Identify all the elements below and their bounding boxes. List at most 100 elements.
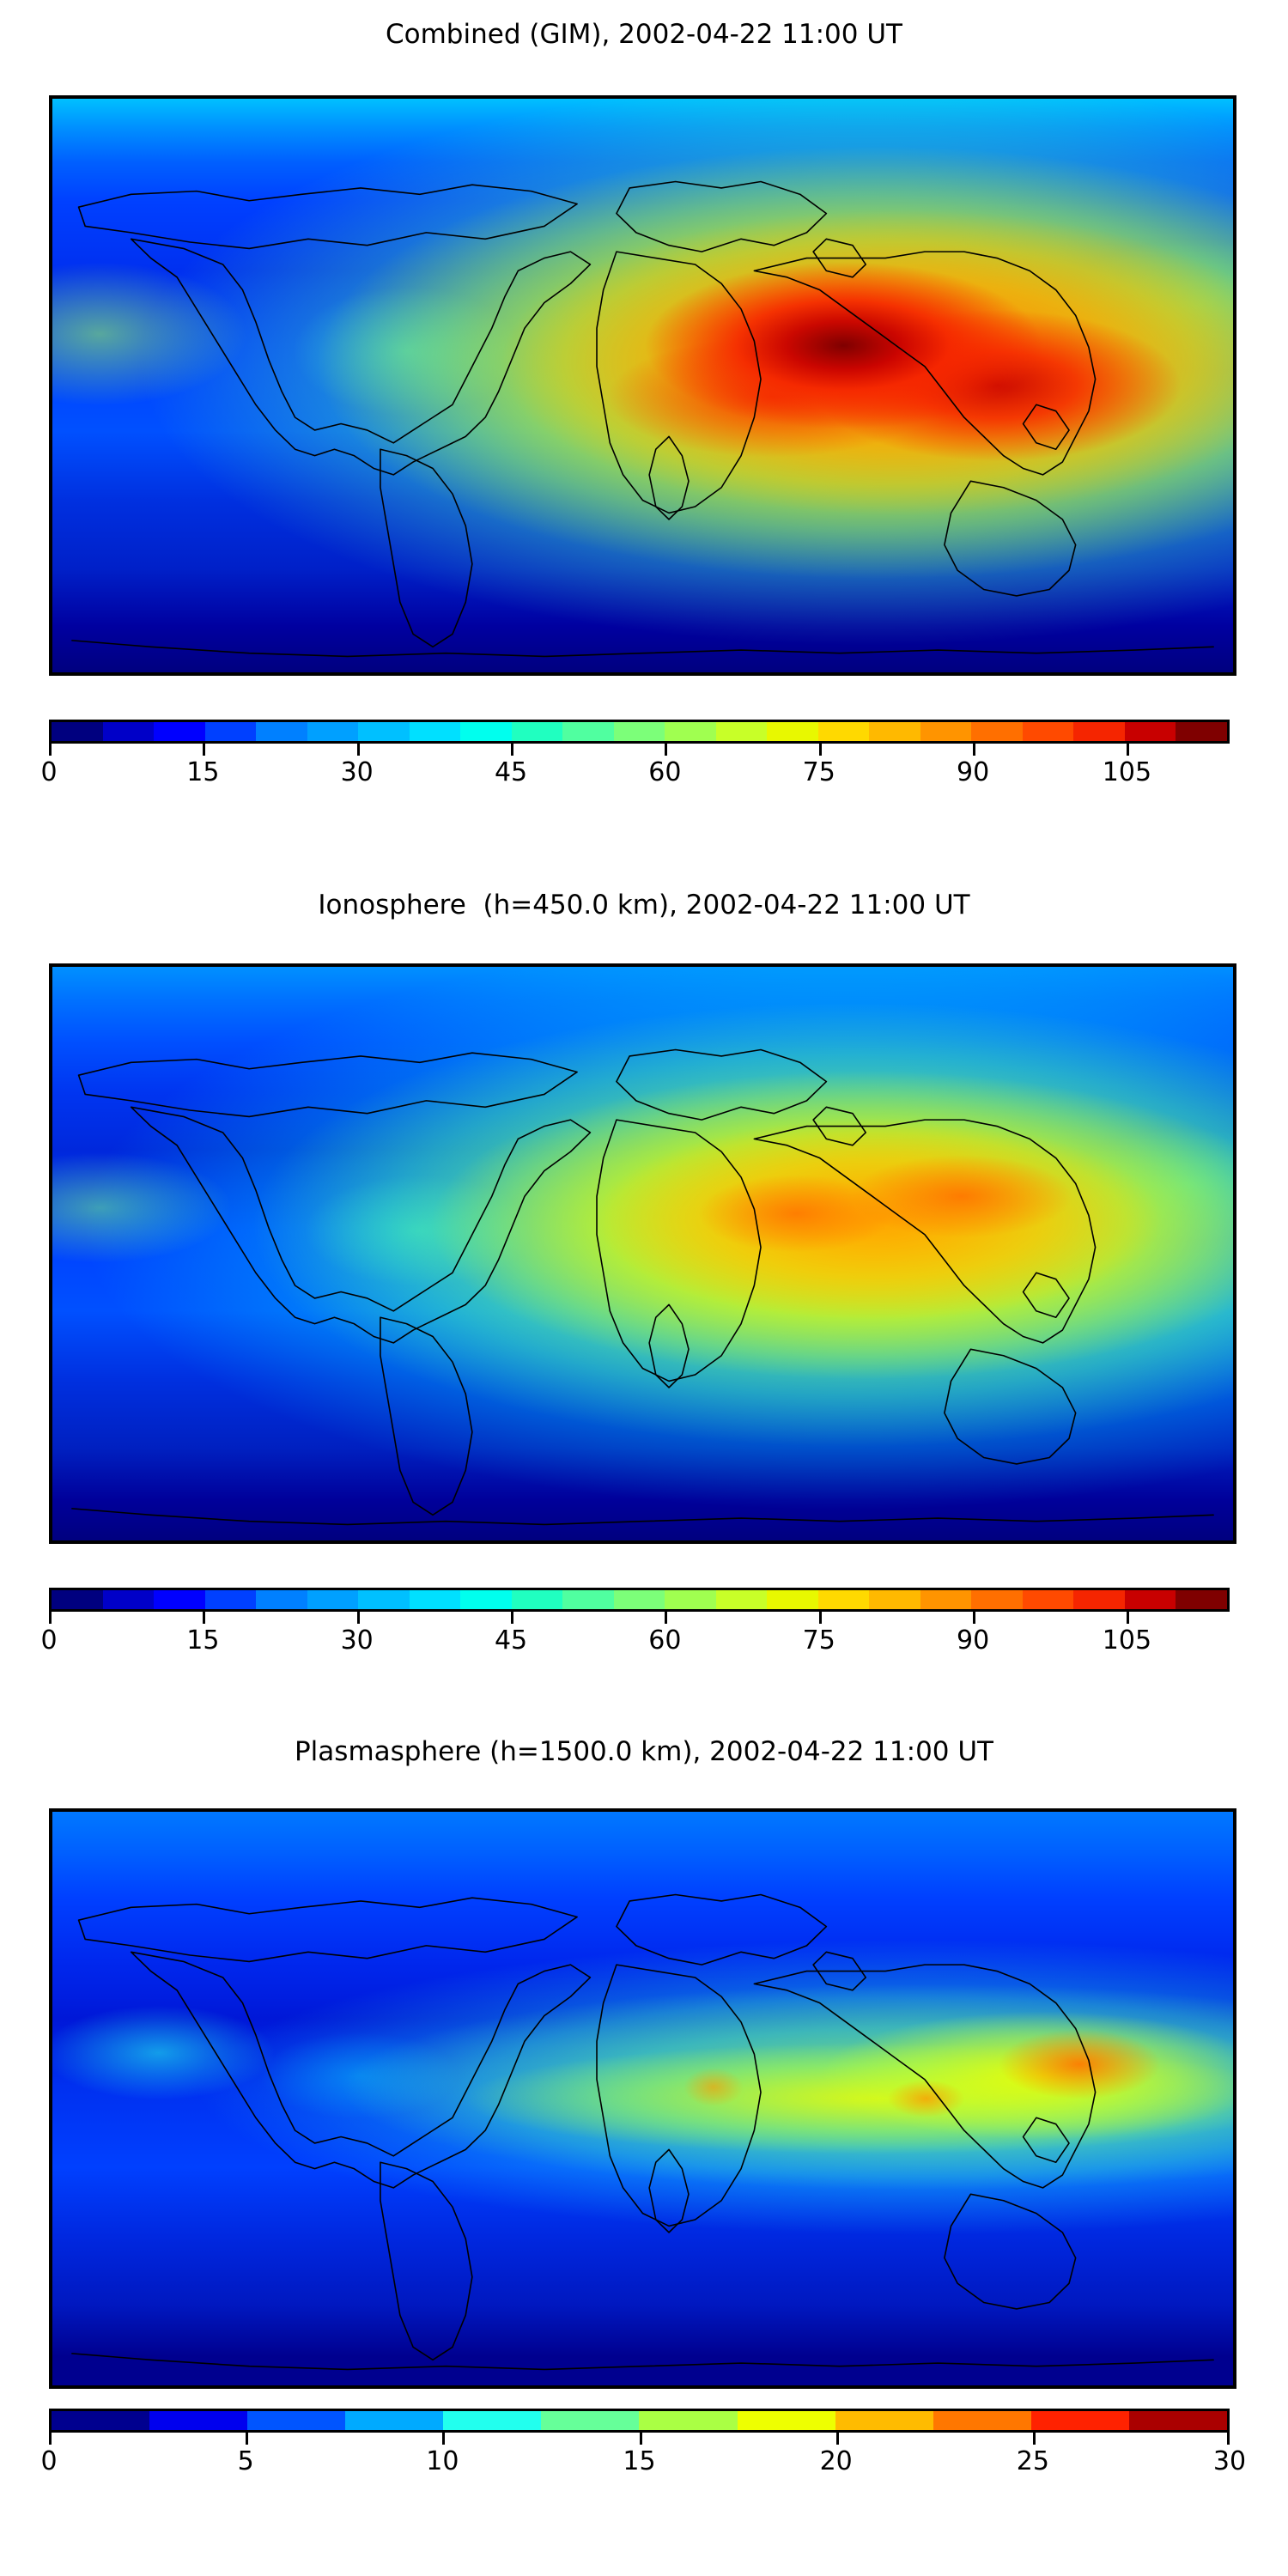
colorbar-tick xyxy=(835,2433,839,2445)
colorbar-segment xyxy=(1030,2411,1129,2430)
colorbar-tick-label: 45 xyxy=(494,1625,528,1656)
colorbar-tick-label: 30 xyxy=(340,757,374,787)
colorbar-segment xyxy=(835,2411,933,2430)
colorbar-segment xyxy=(204,1590,257,1609)
colorbar-tick xyxy=(49,1612,52,1624)
colorbar-segment xyxy=(971,722,1023,741)
colorbar-segment xyxy=(933,2411,1031,2430)
colorbar-tick xyxy=(203,744,206,756)
colorbar-segment xyxy=(817,722,870,741)
colorbar-segment xyxy=(307,722,359,741)
colorbar-segment xyxy=(102,722,155,741)
colorbar-segment xyxy=(52,1590,103,1609)
colorbar-tick-label: 90 xyxy=(956,1625,990,1656)
colorbar-segment xyxy=(52,2411,150,2430)
colorbar-segment xyxy=(715,722,768,741)
colorbar-segment xyxy=(409,722,461,741)
tec-field-plasmasphere xyxy=(52,1812,1233,2385)
panel-title-ionosphere: Ionosphere (h=450.0 km), 2002-04-22 11:0… xyxy=(318,890,970,920)
colorbar-segment xyxy=(1176,722,1227,741)
colorbar-segment xyxy=(920,1590,972,1609)
colorbar-tick xyxy=(639,2433,642,2445)
colorbar-tick-label: 60 xyxy=(648,757,682,787)
colorbar-segment xyxy=(511,722,563,741)
colorbar-segment xyxy=(665,722,716,741)
colorbar-segment xyxy=(1073,1590,1125,1609)
colorbar-tick-label: 75 xyxy=(802,757,835,787)
colorbar-tick-label: 10 xyxy=(426,2446,459,2476)
colorbar-segment xyxy=(247,2411,346,2430)
colorbar-segment xyxy=(1124,722,1176,741)
colorbar-segment xyxy=(971,1590,1023,1609)
colorbar-gradient-combined xyxy=(49,720,1230,744)
colorbar-tick xyxy=(973,1612,976,1624)
colorbar-gradient-ionosphere xyxy=(49,1588,1230,1612)
colorbar-tick xyxy=(665,744,668,756)
colorbar-segment xyxy=(767,1590,818,1609)
colorbar-tick-label: 45 xyxy=(494,757,528,787)
map-field-plasmasphere xyxy=(52,1812,1233,2385)
colorbar-tick-label: 75 xyxy=(802,1625,835,1656)
panel-title-combined-gim: Combined (GIM), 2002-04-22 11:00 UT xyxy=(386,19,902,50)
colorbar-tick-label: 20 xyxy=(819,2446,853,2476)
colorbar-segment xyxy=(715,1590,768,1609)
colorbar-segment xyxy=(869,722,920,741)
colorbar-segment xyxy=(562,722,614,741)
colorbar-tick xyxy=(973,744,976,756)
colorbar-segment xyxy=(460,1590,512,1609)
colorbar-tick-label: 105 xyxy=(1102,1625,1152,1656)
colorbar-segment xyxy=(102,1590,155,1609)
coastlines-ionosphere xyxy=(52,967,1233,1540)
tec-field-combined xyxy=(52,99,1233,672)
colorbar-segment xyxy=(409,1590,461,1609)
colorbar-segment xyxy=(920,722,972,741)
colorbar-tick-label: 0 xyxy=(40,1625,58,1656)
colorbar-tick xyxy=(356,744,360,756)
colorbar-segment xyxy=(149,2411,248,2430)
tec-field-ionosphere xyxy=(52,967,1233,1540)
colorbar-segment xyxy=(358,722,410,741)
colorbar-tick xyxy=(203,1612,206,1624)
colorbar-tick-label: 15 xyxy=(623,2446,656,2476)
colorbar-tick-label: 90 xyxy=(956,757,990,787)
colorbar-segment xyxy=(443,2411,542,2430)
colorbar-segment xyxy=(52,722,103,741)
colorbar-tick xyxy=(818,744,822,756)
colorbar-tick-label: 105 xyxy=(1102,757,1152,787)
colorbar-tick xyxy=(49,2433,52,2445)
colorbar-tick xyxy=(246,2433,249,2445)
colorbar-tick xyxy=(49,744,52,756)
panel-title-plasmasphere: Plasmasphere (h=1500.0 km), 2002-04-22 1… xyxy=(294,1736,993,1767)
colorbar-tick xyxy=(356,1612,360,1624)
colorbar-axis-ionosphere: 0 15 30 45 60 75 90 105 xyxy=(40,1612,1230,1656)
map-plasmasphere xyxy=(49,1808,1236,2389)
colorbar-segment xyxy=(639,2411,738,2430)
colorbar-tick xyxy=(511,1612,514,1624)
colorbar-tick-label: 0 xyxy=(40,757,58,787)
colorbar-axis-combined: 0 15 30 45 60 75 90 105 xyxy=(40,744,1230,787)
colorbar-segment xyxy=(460,722,512,741)
colorbar-tick xyxy=(1032,2433,1036,2445)
colorbar-segment xyxy=(613,1590,665,1609)
colorbar-segment xyxy=(817,1590,870,1609)
colorbar-segment xyxy=(665,1590,716,1609)
colorbar-segment xyxy=(737,2411,835,2430)
colorbar-tick-label: 0 xyxy=(40,2446,58,2476)
coastlines-plasmasphere xyxy=(52,1812,1233,2385)
colorbar-segment xyxy=(1124,1590,1176,1609)
colorbar-segment xyxy=(511,1590,563,1609)
colorbar-segment xyxy=(1128,2411,1227,2430)
colorbar-segment xyxy=(345,2411,444,2430)
colorbar-tick xyxy=(511,744,514,756)
colorbar-tick xyxy=(1127,1612,1130,1624)
colorbar-segment xyxy=(613,722,665,741)
map-field-combined xyxy=(52,99,1233,672)
colorbar-tick xyxy=(442,2433,446,2445)
colorbar-segment xyxy=(1022,722,1074,741)
colorbar-segment xyxy=(1073,722,1125,741)
map-field-ionosphere xyxy=(52,967,1233,1540)
colorbar-tick-label: 60 xyxy=(648,1625,682,1656)
colorbar-tick-label: 30 xyxy=(1212,2446,1247,2476)
colorbar-tick xyxy=(665,1612,668,1624)
